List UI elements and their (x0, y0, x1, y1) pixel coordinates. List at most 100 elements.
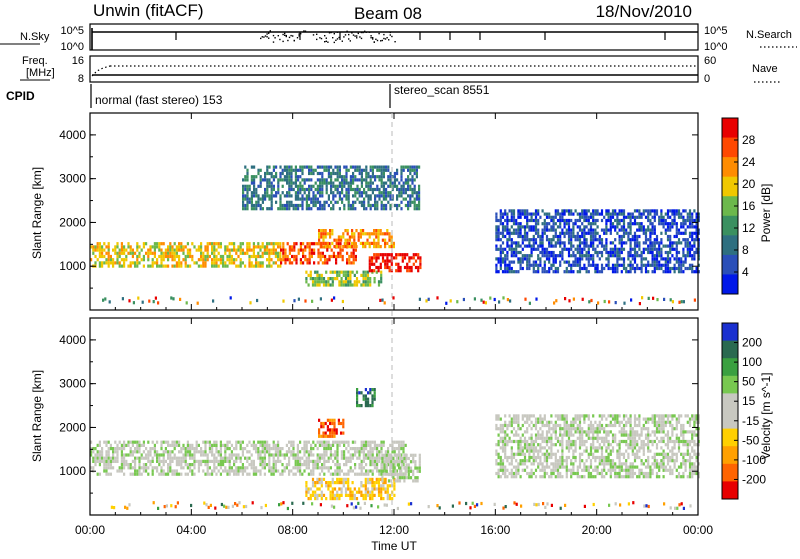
power-echo-cell (349, 239, 351, 242)
velocity-echo-cell (352, 457, 354, 460)
velocity-echo-cell (371, 481, 373, 484)
power-echo-cell (299, 191, 301, 194)
nsky-dot (370, 35, 371, 36)
velocity-echo-cell (112, 460, 114, 463)
velocity-echo-cell (417, 476, 419, 479)
power-echo-cell (641, 216, 643, 219)
velocity-echo-cell (297, 466, 299, 469)
power-echo-cell (531, 245, 533, 248)
velocity-echo-cell (594, 466, 596, 469)
power-echo-cell (374, 201, 376, 204)
velocity-echo-cell (336, 453, 338, 456)
velocity-echo-cell (500, 469, 502, 472)
power-echo-cell (282, 185, 284, 188)
velocity-echo-cell (577, 418, 579, 421)
velocity-echo-cell (568, 430, 570, 433)
power-echo-cell (561, 219, 563, 222)
power-echo-cell (375, 260, 377, 263)
power-echo-cell (555, 261, 557, 264)
power-echo-cell (528, 213, 530, 216)
velocity-echo-cell (513, 466, 515, 469)
velocity-echo-cell (555, 459, 557, 462)
velocity-echo-cell (520, 475, 522, 478)
velocity-echo-cell (286, 463, 288, 466)
power-clutter-cell (494, 298, 496, 301)
velocity-echo-cell (531, 446, 533, 449)
velocity-echo-cell (398, 450, 400, 453)
power-echo-cell (136, 255, 138, 258)
nsky-dot (358, 33, 359, 34)
power-echo-cell (367, 280, 369, 283)
power-echo-cell (355, 249, 357, 252)
power-echo-cell (678, 270, 680, 273)
power-echo-cell (638, 245, 640, 248)
velocity-echo-cell (321, 463, 323, 466)
power-echo-cell (213, 249, 215, 252)
power-echo-cell (588, 229, 590, 232)
power-echo-cell (409, 169, 411, 172)
velocity-echo-cell (577, 427, 579, 430)
power-echo-cell (326, 166, 328, 169)
power-echo-cell (408, 260, 410, 263)
velocity-echo-cell (570, 446, 572, 449)
power-echo-cell (341, 185, 343, 188)
power-echo-cell (654, 267, 656, 270)
velocity-echo-cell (511, 424, 513, 427)
velocity-echo-cell (222, 457, 224, 460)
power-echo-cell (348, 182, 350, 185)
velocity-echo-cell (374, 494, 376, 497)
power-echo-cell (165, 255, 167, 258)
power-echo-cell (371, 242, 373, 245)
date-label: 18/Nov/2010 (596, 2, 692, 21)
velocity-echo-cell (400, 447, 402, 450)
power-echo-cell (414, 169, 416, 172)
velocity-echo-cell (273, 441, 275, 444)
power-echo-cell (376, 169, 378, 172)
power-echo-cell (312, 198, 314, 201)
power-echo-cell (561, 251, 563, 254)
power-echo-cell (310, 277, 312, 280)
power-echo-cell (317, 185, 319, 188)
velocity-echo-cell (105, 473, 107, 476)
velocity-echo-cell (575, 427, 577, 430)
power-echo-cell (290, 188, 292, 191)
velocity-echo-cell (513, 434, 515, 437)
velocity-echo-cell (352, 447, 354, 450)
velocity-echo-cell (592, 430, 594, 433)
velocity-echo-cell (557, 475, 559, 478)
power-echo-cell (370, 182, 372, 185)
power-echo-cell (647, 261, 649, 264)
velocity-echo-cell (112, 466, 114, 469)
velocity-echo-cell (191, 473, 193, 476)
velocity-echo-cell (570, 443, 572, 446)
power-clutter-cell (670, 298, 672, 301)
power-echo-cell (260, 175, 262, 178)
velocity-echo-cell (390, 460, 392, 463)
velocity-echo-cell (371, 401, 373, 404)
power-echo-cell (528, 241, 530, 244)
velocity-echo-cell (345, 460, 347, 463)
power-echo-cell (594, 267, 596, 270)
velocity-echo-cell (559, 459, 561, 462)
power-echo-cell (299, 175, 301, 178)
velocity-echo-cell (380, 494, 382, 497)
velocity-echo-cell (327, 425, 329, 428)
velocity-echo-cell (169, 453, 171, 456)
velocity-echo-cell (412, 470, 414, 473)
power-echo-cell (369, 245, 371, 248)
power-echo-cell (333, 245, 335, 248)
power-echo-cell (409, 172, 411, 175)
power-echo-cell (388, 245, 390, 248)
velocity-echo-cell (171, 457, 173, 460)
velocity-echo-cell (557, 424, 559, 427)
power-echo-cell (597, 232, 599, 235)
velocity-echo-cell (284, 469, 286, 472)
velocity-echo-cell (310, 473, 312, 476)
power-echo-cell (147, 252, 149, 255)
power-echo-cell (141, 258, 143, 261)
velocity-echo-cell (224, 460, 226, 463)
power-clutter-cell (148, 300, 150, 303)
velocity-echo-cell (566, 459, 568, 462)
power-echo-cell (400, 172, 402, 175)
velocity-echo-cell (537, 456, 539, 459)
